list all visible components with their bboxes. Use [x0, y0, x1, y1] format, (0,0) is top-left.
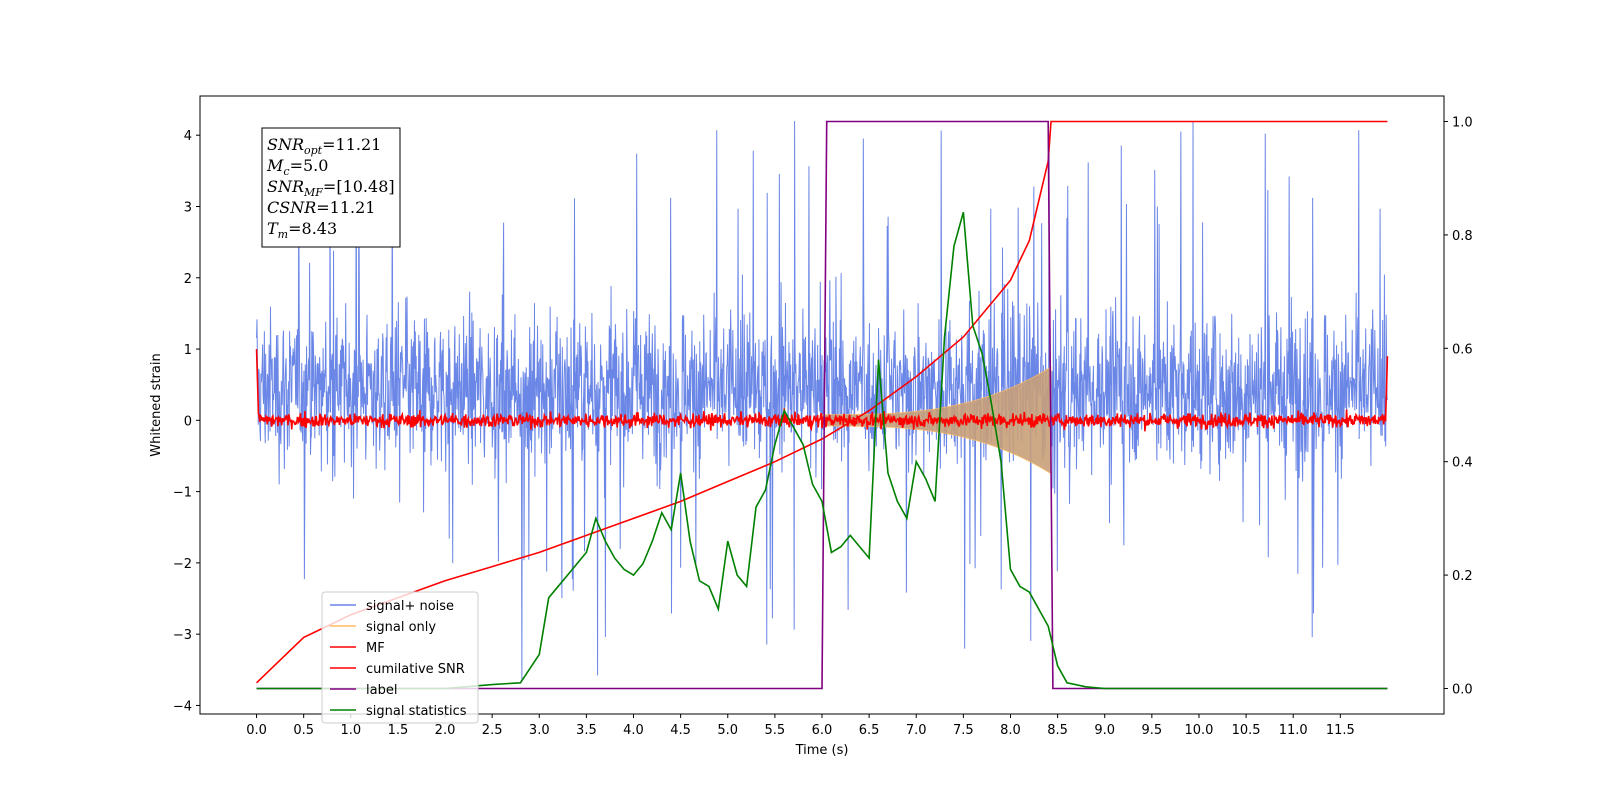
legend-label: cumilative SNR — [366, 662, 465, 677]
y-tick-label: 0 — [184, 414, 192, 429]
y-tick-label: 3 — [184, 200, 192, 215]
x-tick-label: 1.5 — [388, 723, 409, 738]
x-tick-label: 7.5 — [953, 723, 974, 738]
x-tick-label: 11.0 — [1279, 723, 1308, 738]
x-tick-label: 4.0 — [623, 723, 644, 738]
x-tick-label: 0.5 — [293, 723, 314, 738]
legend-label: label — [366, 683, 397, 698]
series-signal-statistics — [256, 212, 1388, 690]
y2-tick-label: 0.6 — [1452, 342, 1473, 357]
annotation-line: Mc=5.0 — [266, 156, 328, 178]
annotation-line: SNRopt=11.21 — [267, 135, 381, 157]
y-tick-label: 4 — [184, 129, 192, 144]
x-tick-label: 3.0 — [529, 723, 550, 738]
x-tick-label: 1.0 — [340, 723, 361, 738]
y2-tick-label: 0.0 — [1452, 682, 1473, 697]
annotation-line: SNRMF=[10.48] — [267, 177, 395, 199]
x-tick-label: 2.5 — [482, 723, 503, 738]
x-tick-label: 9.0 — [1094, 723, 1115, 738]
series-cumilative-snr — [255, 120, 1388, 684]
x-tick-label: 4.5 — [670, 723, 691, 738]
annotation-line: Tm=8.43 — [267, 219, 337, 241]
y-axis-title: Whitened strain — [149, 353, 164, 456]
y-tick-label: −4 — [173, 699, 192, 714]
y-tick-label: −1 — [173, 486, 192, 501]
x-tick-label: 3.5 — [576, 723, 597, 738]
series-mf — [255, 349, 1389, 432]
y-tick-label: −2 — [173, 557, 192, 572]
x-tick-label: 7.0 — [906, 723, 927, 738]
x-tick-label: 5.5 — [765, 723, 786, 738]
y2-tick-label: 0.8 — [1452, 229, 1473, 244]
x-tick-label: 9.5 — [1142, 723, 1163, 738]
legend-frame — [321, 591, 479, 724]
x-tick-label: 8.0 — [1000, 723, 1021, 738]
legend: signal+ noise signal only MF cumilative SNR… — [321, 591, 479, 724]
x-tick-label: 10.0 — [1184, 723, 1213, 738]
annotation-box: SNRopt=11.21Mc=5.0SNRMF=[10.48]CSNR=11.2… — [261, 127, 401, 248]
legend-label: signal statistics — [366, 704, 467, 719]
x-axis-title: Time (s) — [795, 743, 849, 758]
legend-label: signal only — [366, 620, 436, 635]
y-tick-label: 2 — [184, 272, 192, 287]
annotation-line: CSNR=11.21 — [267, 198, 375, 217]
legend-label: MF — [366, 641, 385, 656]
x-tick-label: 8.5 — [1047, 723, 1068, 738]
y2-tick-label: 0.2 — [1452, 569, 1473, 584]
x-tick-label: 6.5 — [859, 723, 880, 738]
x-tick-label: 10.5 — [1232, 723, 1261, 738]
x-tick-label: 6.0 — [812, 723, 833, 738]
x-tick-label: 0.0 — [246, 723, 267, 738]
x-tick-label: 11.5 — [1326, 723, 1355, 738]
axes: 0.0 0.5 1.0 1.5 2.0 2.5 3.0 3.5 4.0 4.5 5.0 5.5 6.0 6… — [173, 116, 1473, 738]
y2-tick-label: 0.4 — [1452, 456, 1473, 471]
legend-label: signal+ noise — [366, 599, 454, 614]
y2-tick-label: 1.0 — [1452, 116, 1473, 131]
y-tick-label: 1 — [184, 343, 192, 358]
x-tick-label: 2.0 — [435, 723, 456, 738]
x-tick-label: 5.0 — [717, 723, 738, 738]
plot-area — [255, 120, 1389, 690]
y-tick-label: −3 — [173, 628, 192, 643]
annotation-frame — [261, 127, 401, 248]
